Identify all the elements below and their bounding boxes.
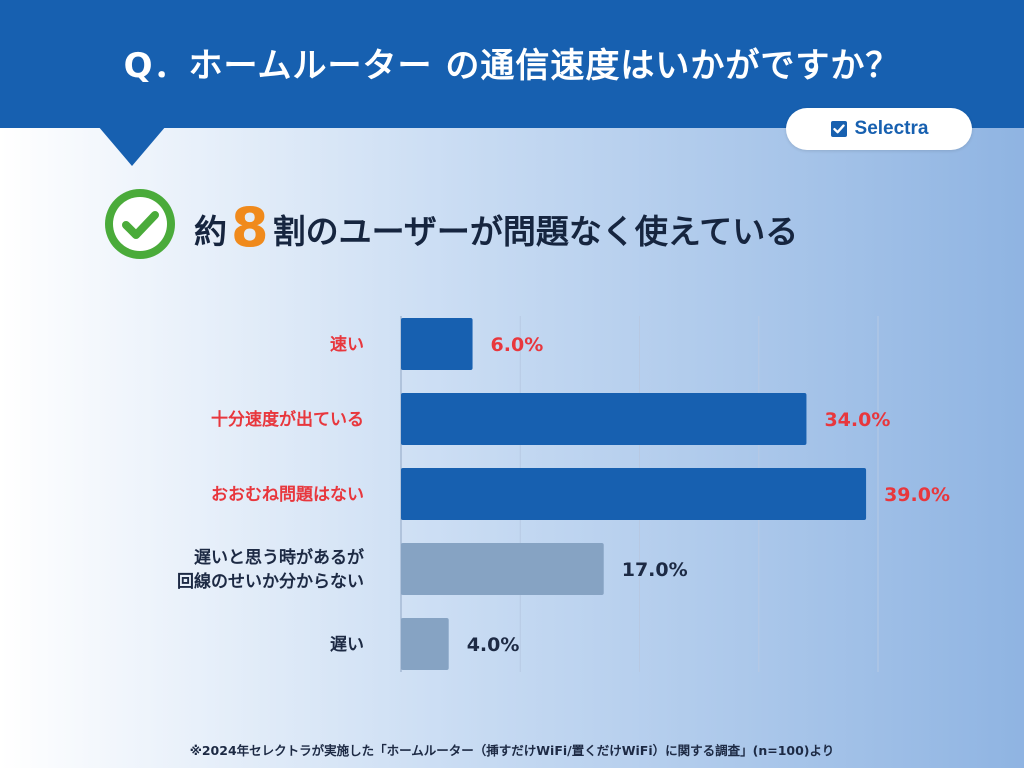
bar [401, 393, 807, 445]
category-label: 回線のせいか分からない [177, 571, 364, 592]
category-label: 遅い [330, 635, 364, 655]
headline-text: 約8 割のユーザーが問題なく使えている [194, 193, 799, 259]
headline-prefix: 約 [194, 211, 227, 251]
header-pointer [98, 126, 166, 166]
headline-suffix: 割のユーザーが問題なく使えている [272, 211, 799, 251]
check-circle-icon [105, 189, 175, 259]
footnote: ※2024年セレクトラが実施した「ホームルーター（挿すだけWiFi/置くだけWi… [189, 743, 835, 758]
value-label: 34.0% [824, 409, 890, 431]
value-label: 4.0% [467, 634, 520, 656]
category-label: 十分速度が出ている [211, 409, 364, 430]
page-title: Q．ホームルーター の通信速度はいかがですか？ [123, 46, 901, 86]
bar-chart: 6.0% 速い 34.0% 十分速度が出ている 39.0% おおむね問題はない 17.0% 遅… [177, 316, 950, 672]
value-label: 17.0% [622, 559, 688, 581]
bar [401, 318, 473, 370]
category-label: 遅いと思う時があるが [194, 547, 364, 568]
check-square-icon [830, 121, 847, 137]
brand-name: Selectra [854, 118, 929, 139]
category-label: 速い [330, 334, 364, 355]
bar [401, 468, 867, 520]
value-label: 39.0% [884, 484, 950, 506]
bar [401, 618, 449, 670]
headline: 約8 割のユーザーが問題なく使えている [104, 184, 798, 264]
header-banner: Q．ホームルーター の通信速度はいかがですか？ [0, 0, 1024, 128]
brand-badge: Selectra [786, 108, 972, 150]
category-label: おおむね問題はない [211, 485, 364, 505]
bar [401, 543, 604, 595]
value-label: 6.0% [491, 334, 544, 356]
headline-number: 8 [231, 195, 269, 259]
